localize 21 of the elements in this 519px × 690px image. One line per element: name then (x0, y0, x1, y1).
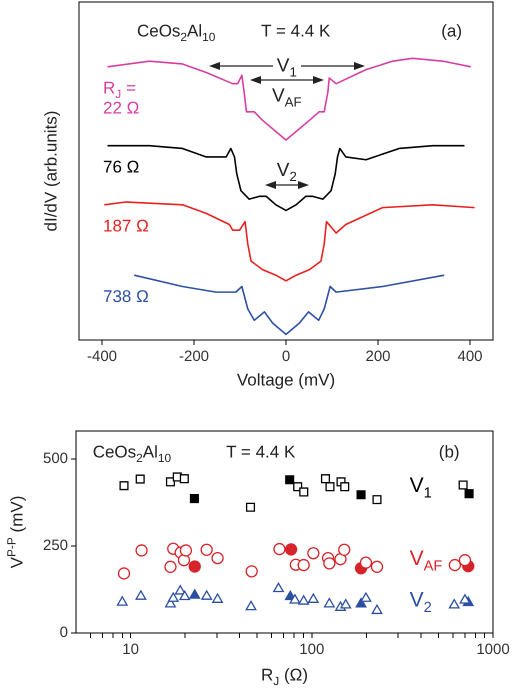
x-tick-label: 100 (299, 641, 324, 658)
x-tick-label: -200 (178, 348, 210, 366)
y-axis-title: VP-P (mV) (4, 496, 27, 568)
y-tick-label: 500 (42, 450, 68, 468)
x-tick-label: 1000 (476, 641, 510, 658)
x-tick-label: 0 (282, 348, 290, 366)
series-label: 76 Ω (103, 157, 140, 176)
annotation: (b) (438, 442, 460, 462)
text: T = 4.4 K (261, 22, 331, 41)
x-tick-label: 10 (122, 641, 139, 658)
x-tick-label: 400 (457, 348, 483, 366)
x-tick-label: 200 (365, 348, 391, 366)
y-axis-title: dI/dV (arb.units) (42, 110, 61, 232)
text: (a) (441, 22, 462, 41)
y-tick-label: 250 (42, 537, 68, 554)
series-label: 187 Ω (103, 216, 149, 236)
annotation: T = 4.4 K (226, 442, 296, 462)
x-tick-label: -400 (86, 348, 118, 366)
series-label: 738 Ω (103, 286, 149, 306)
y-tick-label: 0 (60, 624, 68, 642)
x-axis-title: Voltage (mV) (236, 370, 336, 390)
